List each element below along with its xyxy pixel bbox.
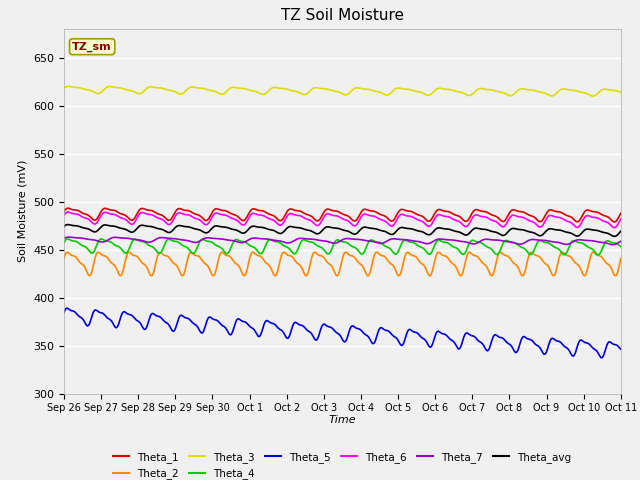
Text: TZ_sm: TZ_sm <box>72 42 112 52</box>
X-axis label: Time: Time <box>328 415 356 425</box>
Title: TZ Soil Moisture: TZ Soil Moisture <box>281 9 404 24</box>
Legend: Theta_1, Theta_2, Theta_3, Theta_4, Theta_5, Theta_6, Theta_7, Theta_avg: Theta_1, Theta_2, Theta_3, Theta_4, Thet… <box>109 448 575 480</box>
Y-axis label: Soil Moisture (mV): Soil Moisture (mV) <box>17 160 28 263</box>
